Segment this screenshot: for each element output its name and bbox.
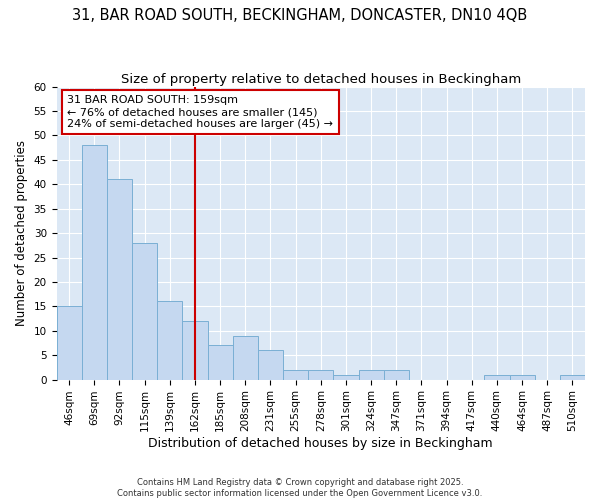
Bar	[283, 370, 308, 380]
Bar	[359, 370, 383, 380]
Bar	[182, 321, 208, 380]
Y-axis label: Number of detached properties: Number of detached properties	[15, 140, 28, 326]
Bar	[132, 243, 157, 380]
Bar	[334, 374, 359, 380]
Bar	[107, 180, 132, 380]
Text: 31, BAR ROAD SOUTH, BECKINGHAM, DONCASTER, DN10 4QB: 31, BAR ROAD SOUTH, BECKINGHAM, DONCASTE…	[73, 8, 527, 22]
X-axis label: Distribution of detached houses by size in Beckingham: Distribution of detached houses by size …	[148, 437, 493, 450]
Bar	[82, 146, 107, 380]
Text: Contains HM Land Registry data © Crown copyright and database right 2025.
Contai: Contains HM Land Registry data © Crown c…	[118, 478, 482, 498]
Bar	[308, 370, 334, 380]
Title: Size of property relative to detached houses in Beckingham: Size of property relative to detached ho…	[121, 72, 521, 86]
Bar	[484, 374, 509, 380]
Text: 31 BAR ROAD SOUTH: 159sqm
← 76% of detached houses are smaller (145)
24% of semi: 31 BAR ROAD SOUTH: 159sqm ← 76% of detac…	[67, 96, 333, 128]
Bar	[233, 336, 258, 380]
Bar	[56, 306, 82, 380]
Bar	[383, 370, 409, 380]
Bar	[560, 374, 585, 380]
Bar	[509, 374, 535, 380]
Bar	[208, 346, 233, 380]
Bar	[157, 302, 182, 380]
Bar	[258, 350, 283, 380]
